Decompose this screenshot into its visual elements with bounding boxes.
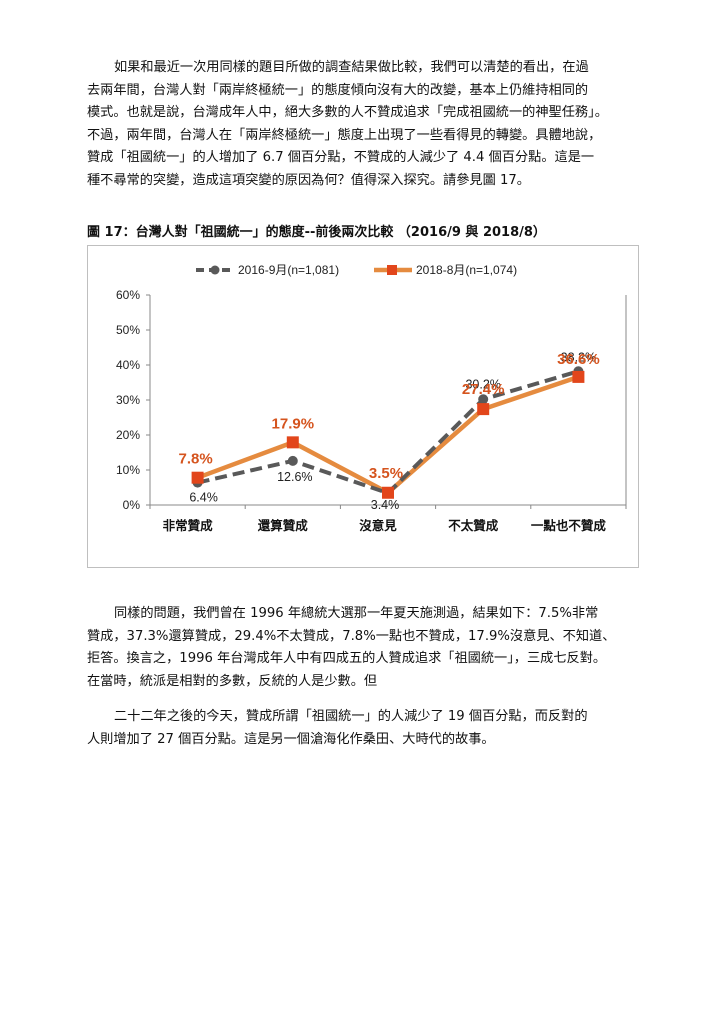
x-category-label: 非常贊成 xyxy=(163,518,214,533)
x-category-label: 還算贊成 xyxy=(258,518,309,533)
paragraph-line: 同樣的問題，我們曾在 1996 年總統大選那一年夏天施測過，結果如下：7.5%非… xyxy=(114,606,599,621)
paragraph-line: 模式。也就是說，台灣成年人中，絕大多數的人不贊成追求「完成祖國統一的神聖任務」。 xyxy=(87,105,608,120)
paragraph-line: 二十二年之後的今天，贊成所謂「祖國統一」的人減少了 19 個百分點，而反對的 xyxy=(114,709,588,724)
y-tick-label: 40% xyxy=(116,358,140,372)
series-2018-marker xyxy=(286,436,299,449)
series-2016-data-label: 6.4% xyxy=(189,491,218,505)
y-tick-label: 30% xyxy=(116,393,140,407)
figure-caption: 圖 17：台灣人對「祖國統一」的態度--前後兩次比較 （2016/9 與 201… xyxy=(87,225,546,240)
series-2018-data-label: 7.8% xyxy=(178,451,212,468)
legend-2018-swatch-marker xyxy=(387,265,397,275)
paragraph-line: 拒答。換言之，1996 年台灣成年人中有四成五的人贊成追求「祖國統一」，三成七反… xyxy=(87,651,607,666)
paragraph-line: 贊成，37.3%還算贊成，29.4%不太贊成，7.8%一點也不贊成，17.9%沒… xyxy=(87,628,616,644)
line-chart: 0% 10% 20% 30% 40% 50% 60% 非常贊成 還算贊成 沒意見 不太贊成 一點也不贊… xyxy=(87,245,639,568)
y-tick-label: 10% xyxy=(116,463,140,477)
paragraph-line: 贊成「祖國統一」的人增加了 6.7 個百分點，不贊成的人減少了 4.4 個百分點… xyxy=(87,150,595,165)
paragraph-comparison-intro: 如果和最近一次用同樣的題目所做的調查結果做比較，我們可以清楚的看出，在過 去兩年… xyxy=(87,57,639,192)
series-2018-marker xyxy=(191,471,204,484)
series-2016-data-label: 3.4% xyxy=(371,498,400,512)
y-tick-label: 0% xyxy=(123,498,141,512)
paragraph-line: 在當時，統派是相對的多數，反統的人是少數。但 xyxy=(87,673,378,689)
legend-2016-label: 2016-9月(n=1,081) xyxy=(238,263,339,277)
x-category-label: 不太贊成 xyxy=(448,518,499,533)
series-2018-data-label: 36.6% xyxy=(557,351,600,368)
series-2018-data-label: 27.4% xyxy=(462,381,505,398)
series-2016-data-label: 12.6% xyxy=(277,470,312,484)
y-tick-label: 60% xyxy=(116,288,140,302)
x-category-label: 沒意見 xyxy=(359,518,397,533)
series-2018-marker xyxy=(572,370,585,383)
chart-canvas: 0% 10% 20% 30% 40% 50% 60% 非常贊成 還算贊成 沒意見 不太贊成 一點也不贊… xyxy=(116,263,627,533)
legend-2016-swatch-marker xyxy=(210,265,220,275)
paragraph-line: 不過，兩年間，台灣人在「兩岸終極統一」態度上出現了一些看得見的轉變。具體地說， xyxy=(87,127,602,143)
paragraph-1996-survey: 同樣的問題，我們曾在 1996 年總統大選那一年夏天施測過，結果如下：7.5%非… xyxy=(87,603,639,693)
y-tick-label: 50% xyxy=(116,323,140,337)
y-tick-label: 20% xyxy=(116,428,140,442)
series-2016-data-label: 30.2% xyxy=(465,377,500,391)
series-2016-data-label: 38.2% xyxy=(561,350,596,364)
series-2016-marker xyxy=(287,455,298,466)
paragraph-line: 種不尋常的突變，造成這項突變的原因為何？值得深入探究。請參見圖 17。 xyxy=(87,172,530,188)
paragraph-line: 如果和最近一次用同樣的題目所做的調查結果做比較，我們可以清楚的看出，在過 xyxy=(114,60,589,75)
paragraph-line: 去兩年間，台灣人對「兩岸終極統一」的態度傾向沒有大的改變，基本上仍維持相同的 xyxy=(87,82,589,98)
paragraph-conclusion: 二十二年之後的今天，贊成所謂「祖國統一」的人減少了 19 個百分點，而反對的 人… xyxy=(87,706,639,751)
x-category-label: 一點也不贊成 xyxy=(531,518,607,533)
series-2018-data-label: 17.9% xyxy=(272,415,315,432)
series-2016-marker xyxy=(478,394,489,405)
series-2018-data-label: 3.5% xyxy=(369,465,403,482)
legend-2018-label: 2018-8月(n=1,074) xyxy=(416,263,517,277)
series-2018-marker xyxy=(477,403,490,416)
paragraph-line: 人則增加了 27 個百分點。這是另一個滄海化作桑田、大時代的故事。 xyxy=(87,731,495,747)
series-2018-marker xyxy=(382,486,394,499)
